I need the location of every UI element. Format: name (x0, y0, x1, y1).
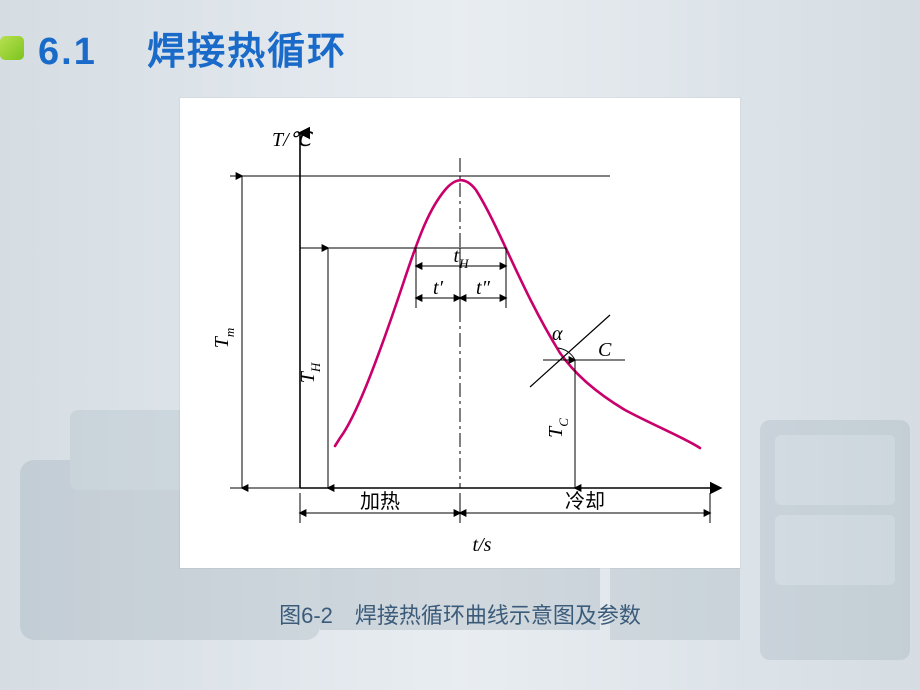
y-axis-label: T/℃ (272, 129, 314, 151)
label-group: T/℃ t/s Tm TH TC tH t′ (211, 129, 612, 556)
thermal-curve (335, 180, 700, 448)
tdblprime-label: t″ (476, 277, 491, 299)
figure-caption: 图6-2 焊接热循环曲线示意图及参数 (0, 598, 920, 630)
tprime-label: t′ (433, 277, 444, 299)
section-title: 焊接热循环 (147, 31, 347, 73)
alpha-label: α (552, 323, 563, 345)
figure-container: T/℃ t/s Tm TH TC tH t′ (180, 98, 740, 568)
cooling-label: 冷却 (565, 490, 605, 513)
section-number: 6.1 (38, 31, 97, 73)
header-bullet-icon (0, 36, 24, 60)
TC-label: TC (545, 418, 571, 438)
Tm-label: Tm (211, 328, 237, 349)
C-label: C (598, 339, 612, 361)
heating-label: 加热 (360, 490, 400, 513)
x-axis-label: t/s (473, 534, 492, 556)
slide: 6.1 焊接热循环 (0, 0, 920, 690)
slide-title: 6.1 焊接热循环 (38, 20, 347, 75)
TH-label: TH (297, 362, 323, 383)
slide-header: 6.1 焊接热循环 (0, 20, 347, 75)
tH-label: tH (454, 245, 470, 271)
thermal-cycle-diagram: T/℃ t/s Tm TH TC tH t′ (180, 98, 740, 568)
